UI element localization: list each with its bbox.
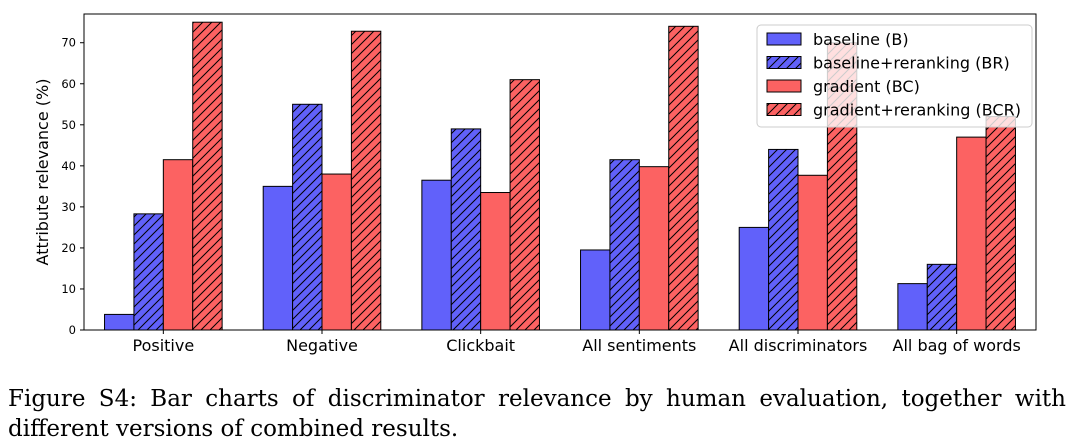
bar	[926, 263, 958, 331]
bar	[638, 166, 670, 331]
x-tick-label: Clickbait	[446, 336, 515, 355]
bar	[668, 25, 699, 331]
legend-swatch	[766, 56, 802, 69]
x-tick-label: Negative	[286, 336, 358, 355]
y-tick-label: 30	[61, 200, 76, 214]
bar	[421, 179, 452, 331]
legend: baseline (B) baseline+reranking (BR) gradi…	[756, 24, 1033, 128]
bar	[897, 283, 928, 331]
bar	[480, 192, 511, 331]
y-tick-label: 10	[61, 282, 76, 296]
bar	[262, 185, 294, 331]
y-tick-label: 50	[61, 118, 76, 132]
bar	[104, 313, 135, 331]
x-tick-label: Positive	[132, 336, 194, 355]
bar	[162, 159, 194, 331]
bar	[956, 136, 987, 331]
bar	[192, 21, 223, 331]
bars-layer	[104, 21, 1016, 331]
x-tick-label: All bag of words	[893, 336, 1021, 355]
y-tick-label: 70	[61, 36, 76, 50]
legend-swatch	[766, 103, 802, 116]
y-tick-label: 60	[61, 77, 76, 91]
legend-box	[756, 24, 1033, 128]
legend-label: gradient+reranking (BCR)	[813, 101, 1021, 120]
bar	[321, 173, 352, 331]
legend-label: baseline (B)	[813, 30, 909, 49]
legend-swatch	[766, 79, 802, 93]
y-tick-label: 40	[61, 159, 76, 173]
legend-label: baseline+reranking (BR)	[813, 54, 1010, 73]
figure-caption: Figure S4: Bar charts of discriminator r…	[8, 386, 1066, 442]
bar	[133, 213, 164, 331]
bar	[350, 30, 382, 331]
y-axis-title: Attribute relevance (%)	[33, 79, 52, 266]
x-tick-label: All sentiments	[582, 336, 696, 355]
bar	[738, 226, 770, 331]
bar	[509, 79, 540, 331]
bar	[450, 128, 482, 331]
y-tick-label: 0	[69, 323, 76, 337]
legend-swatch	[766, 32, 802, 46]
x-axis: Positive Negative Clickbait All sentiments A…	[132, 330, 1021, 355]
plot-frame	[83, 13, 1037, 331]
bar	[580, 249, 611, 331]
bar	[985, 116, 1016, 331]
bar	[292, 103, 323, 331]
y-tick-label: 20	[61, 241, 76, 255]
legend-label: gradient (BC)	[813, 77, 920, 96]
x-tick-label: All discriminators	[729, 336, 868, 355]
bar	[768, 148, 799, 331]
bar	[797, 174, 828, 331]
y-axis: 0 10 20 30 40 50 60 70	[61, 36, 84, 337]
bar-chart: 0 10 20 30 40 50 60 70 Positive Negative Clickbai…	[33, 13, 1037, 355]
bar	[609, 159, 640, 331]
